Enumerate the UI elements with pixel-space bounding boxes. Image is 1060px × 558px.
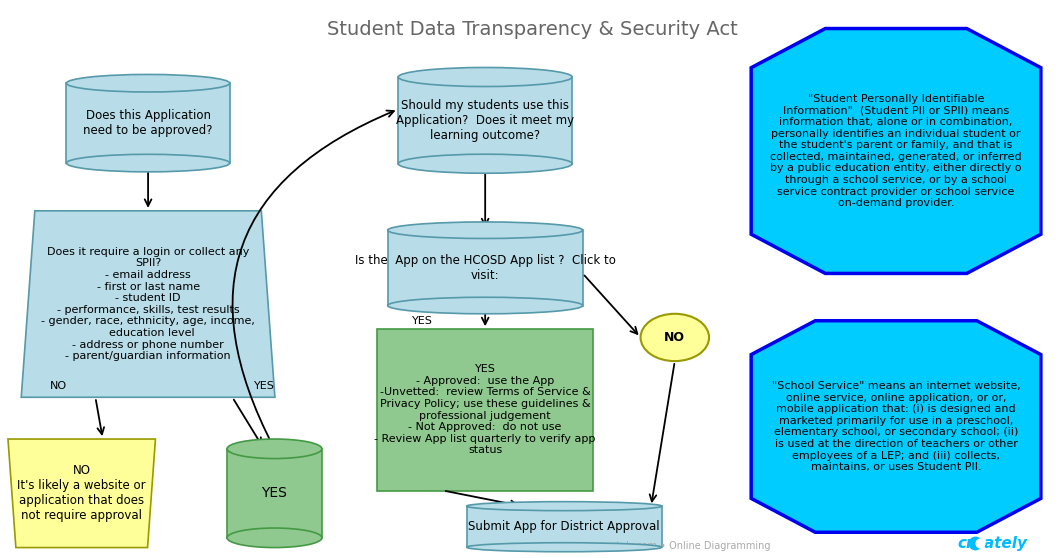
FancyBboxPatch shape xyxy=(399,77,572,163)
FancyBboxPatch shape xyxy=(227,449,322,538)
FancyBboxPatch shape xyxy=(400,78,571,163)
Text: YES: YES xyxy=(253,381,275,391)
Ellipse shape xyxy=(466,543,661,552)
Text: Does it require a login or collect any
SPII?
- email address
- first or last nam: Does it require a login or collect any S… xyxy=(41,247,255,361)
Ellipse shape xyxy=(466,502,661,511)
Text: Is the  App on the HCOSD App list ?  Click to
visit:: Is the App on the HCOSD App list ? Click… xyxy=(355,254,616,282)
Ellipse shape xyxy=(388,222,583,238)
Text: Does this Application
need to be approved?: Does this Application need to be approve… xyxy=(84,109,213,137)
Ellipse shape xyxy=(227,528,322,547)
Ellipse shape xyxy=(67,74,230,92)
Text: NO: NO xyxy=(50,381,67,391)
Text: "Student Personally Identifiable
Information"  (Student PII or SPII) means
infor: "Student Personally Identifiable Informa… xyxy=(771,94,1022,208)
Text: "School Service" means an internet website,
online service, online application, : "School Service" means an internet websi… xyxy=(772,381,1021,472)
Polygon shape xyxy=(21,211,275,397)
Text: NO
It's likely a website or
application that does
not require approval: NO It's likely a website or application … xyxy=(17,464,146,522)
FancyBboxPatch shape xyxy=(67,83,230,163)
Text: Should my students use this
Application?  Does it meet my
learning outcome?: Should my students use this Application?… xyxy=(396,99,575,142)
FancyBboxPatch shape xyxy=(466,506,661,547)
FancyBboxPatch shape xyxy=(388,230,583,306)
FancyBboxPatch shape xyxy=(389,231,582,305)
FancyBboxPatch shape xyxy=(467,507,660,547)
FancyBboxPatch shape xyxy=(68,84,229,162)
Ellipse shape xyxy=(388,297,583,314)
Text: YES: YES xyxy=(411,316,432,326)
Text: creately: creately xyxy=(957,536,1028,551)
Ellipse shape xyxy=(67,155,230,172)
Text: Student Data Transparency & Security Act: Student Data Transparency & Security Act xyxy=(328,20,738,39)
Text: NO: NO xyxy=(665,331,686,344)
Point xyxy=(972,539,989,548)
Text: Submit App for District Approval: Submit App for District Approval xyxy=(469,520,660,533)
Polygon shape xyxy=(752,28,1041,273)
Point xyxy=(967,539,984,548)
Ellipse shape xyxy=(399,68,572,86)
Ellipse shape xyxy=(399,154,572,173)
Ellipse shape xyxy=(640,314,709,361)
Text: YES
- Approved:  use the App
-Unvetted:  review Terms of Service &
Privacy Polic: YES - Approved: use the App -Unvetted: r… xyxy=(374,364,596,455)
Polygon shape xyxy=(8,439,156,547)
Polygon shape xyxy=(752,321,1041,532)
Text: YES: YES xyxy=(262,486,287,501)
Text: www.creately.com • Online Diagramming: www.creately.com • Online Diagramming xyxy=(569,541,771,551)
FancyBboxPatch shape xyxy=(377,329,594,490)
FancyBboxPatch shape xyxy=(228,449,321,537)
Ellipse shape xyxy=(227,439,322,459)
